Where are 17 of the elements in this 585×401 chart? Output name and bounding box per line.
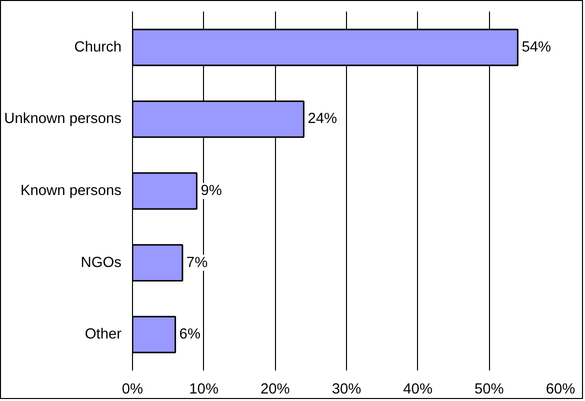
y-tick-label: Church xyxy=(74,39,122,56)
y-tick-label: Other xyxy=(84,326,122,343)
y-tick-label: NGOs xyxy=(80,254,122,271)
x-tick-label: 40% xyxy=(403,382,433,398)
data-label: 54% xyxy=(522,39,552,56)
x-tick-label: 60% xyxy=(546,382,576,398)
y-tick-label: Known persons xyxy=(20,183,122,199)
data-label: 6% xyxy=(179,326,200,343)
x-tick-label: 30% xyxy=(332,382,362,398)
y-tick-label: Unknown persons xyxy=(4,111,122,128)
data-label: 7% xyxy=(186,254,208,271)
x-tick-label: 10% xyxy=(189,382,219,398)
x-tick-label: 20% xyxy=(260,382,290,398)
x-tick-label: 50% xyxy=(474,382,504,398)
x-tick-label: 0% xyxy=(122,382,144,398)
data-label: 24% xyxy=(308,111,338,128)
data-label: 9% xyxy=(200,183,222,199)
